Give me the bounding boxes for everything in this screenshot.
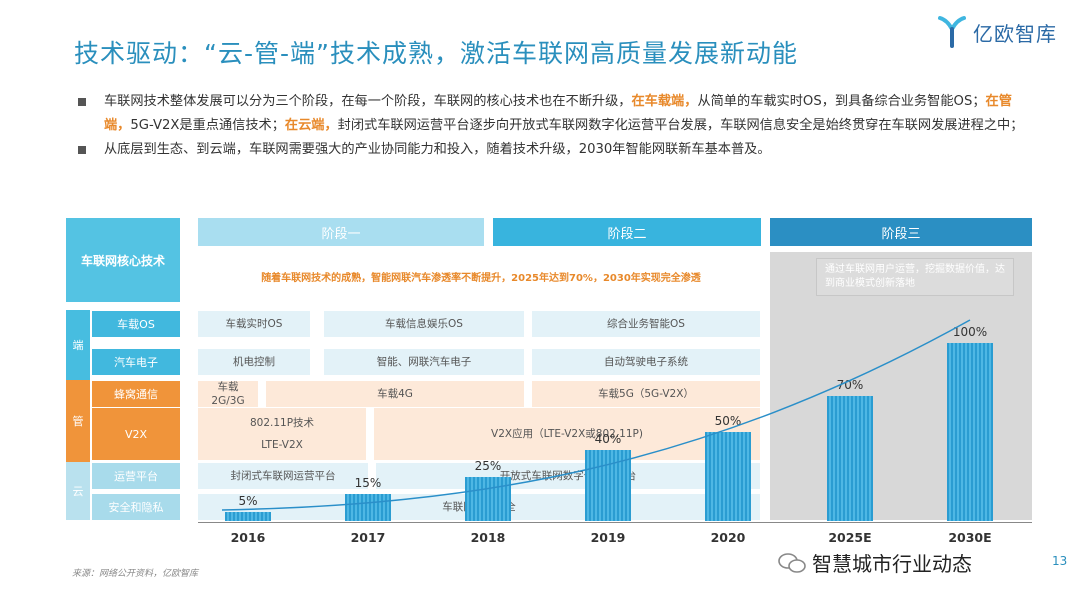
stage-3-header: 阶段三: [770, 218, 1032, 246]
cell-infotainment-os: 车载信息娱乐OS: [324, 311, 524, 337]
bar-value-label: 5%: [238, 494, 258, 509]
bullet-highlight: 在云端，: [284, 118, 338, 133]
bar-2016: [225, 512, 271, 521]
cell-2g3g: 车载 2G/3G: [198, 381, 258, 407]
cell-autonomous-electronics: 自动驾驶电子系统: [532, 349, 760, 375]
brand-logo-icon: [937, 15, 967, 49]
bar-2019: [585, 449, 631, 521]
bullet-text: 5G-V2X是重点通信技术；: [130, 118, 285, 133]
bar-2030E: [947, 343, 993, 521]
cell-connected-electronics: 智能、网联汽车电子: [324, 349, 524, 375]
layer-pipe-label: 管: [66, 380, 90, 462]
cell-4g: 车载4G: [266, 381, 524, 407]
bar-value-label: 50%: [714, 414, 742, 428]
x-tick-label: 2020: [710, 530, 746, 545]
x-tick-label: 2019: [590, 530, 626, 545]
cell-realtime-os: 车载实时OS: [198, 311, 310, 337]
brand-logo: 亿欧智库: [937, 14, 1057, 50]
cell-closed-platform: 封闭式车联网运营平台: [198, 463, 368, 489]
cell-2g3g-line1: 车载: [217, 381, 239, 393]
page-title: 技术驱动：“云-管-端”技术成熟，激活车联网高质量发展新动能: [74, 39, 798, 68]
bullet-text: 从简单的车载实时OS，到具备综合业务智能OS；: [697, 94, 986, 109]
bar-value-label: 100%: [952, 325, 988, 339]
bar-value-label: 25%: [474, 458, 502, 473]
core-tech-header: 车联网核心技术: [66, 218, 180, 302]
bullet-item-2: 从底层到生态、到云端，车联网需要强大的产业协同能力和投入，随着技术升级，2030…: [78, 138, 1038, 162]
bar-value-label: 70%: [836, 378, 864, 393]
tech-cellular: 蜂窝通信: [92, 381, 180, 407]
cell-v2x-app: V2X应用（LTE-V2X或802.11P): [374, 408, 760, 460]
tech-car-os: 车载OS: [92, 311, 180, 337]
watermark-text: 智慧城市行业动态: [812, 552, 972, 576]
tech-auto-electronics: 汽车电子: [92, 349, 180, 375]
cell-smart-os: 综合业务智能OS: [532, 311, 760, 337]
bar-2017: [345, 494, 391, 521]
bullet-highlight: 在管端，: [104, 94, 1012, 133]
cell-v2x-line1: 802.11P技术: [249, 417, 315, 429]
bullet-highlight: 在车载端，: [631, 94, 698, 109]
tech-platform: 运营平台: [92, 463, 180, 489]
cell-v2x-stage1: 802.11P技术 LTE-V2X: [198, 408, 366, 460]
bullet-list: 车联网技术整体发展可以分为三个阶段，在每一个阶段，车联网的核心技术也在不断升级，…: [78, 90, 1038, 162]
cell-v2x-line2: LTE-V2X: [261, 439, 303, 451]
cell-5g: 车载5G（5G-V2X）: [532, 381, 760, 407]
x-tick-label: 2025E: [828, 530, 872, 545]
x-tick-label: 2017: [350, 530, 386, 545]
tech-security: 安全和隐私: [92, 494, 180, 520]
x-tick-label: 2030E: [948, 530, 992, 545]
source-note: 来源：网络公开资料，亿欧智库: [72, 569, 199, 579]
x-tick-label: 2016: [230, 530, 266, 545]
x-tick-label: 2018: [470, 530, 506, 545]
bar-value-label: 15%: [354, 476, 382, 491]
cell-2g3g-line2: 2G/3G: [211, 395, 245, 407]
bullet-text: 封闭式车联网运营平台逐步向开放式车联网数字化运营平台发展，车联网信息安全是始终贯…: [337, 118, 1024, 133]
stage-1-header: 阶段一: [198, 218, 484, 246]
bullet-item-1: 车联网技术整体发展可以分为三个阶段，在每一个阶段，车联网的核心技术也在不断升级，…: [78, 90, 1038, 138]
page-number: 13: [1052, 554, 1068, 568]
bar-2025E: [827, 396, 873, 521]
cell-electromech: 机电控制: [198, 349, 310, 375]
stage-2-header: 阶段二: [493, 218, 761, 246]
stage3-note: 通过车联网用户运营，挖掘数据价值，达到商业模式创新落地: [816, 258, 1014, 296]
bar-2018: [465, 476, 511, 521]
tech-v2x: V2X: [92, 408, 180, 460]
bullet-text: 车联网技术整体发展可以分为三个阶段，在每一个阶段，车联网的核心技术也在不断升级，: [104, 94, 632, 109]
chart-x-axis: [198, 522, 1032, 523]
bullet-text: 从底层到生态、到云端，车联网需要强大的产业协同能力和投入，随着技术升级，2030…: [104, 142, 771, 157]
watermark: 智慧城市行业动态: [778, 548, 972, 577]
brand-logo-text: 亿欧智库: [973, 21, 1057, 46]
layer-cloud-label: 云: [66, 462, 90, 520]
layer-end-label: 端: [66, 310, 90, 380]
bar-2020: [705, 432, 751, 521]
adoption-note: 随着车联网技术的成熟，智能网联汽车渗透率不断提升，2025年达到70%，2030…: [261, 272, 701, 284]
wechat-icon: [778, 552, 806, 574]
bar-value-label: 40%: [594, 431, 622, 446]
